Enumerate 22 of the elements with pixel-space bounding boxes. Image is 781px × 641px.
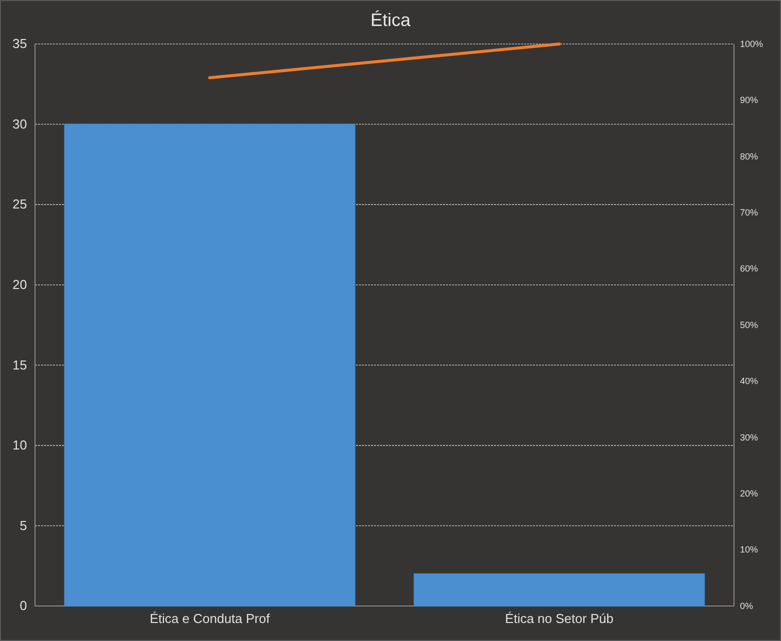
y2-tick-label: 30% xyxy=(740,432,758,442)
y2-tick-label: 60% xyxy=(740,264,758,274)
y2-tick-label: 0% xyxy=(740,600,754,611)
y-tick-label: 20 xyxy=(12,277,27,292)
y-tick-label: 35 xyxy=(12,36,27,52)
y-tick-label: 15 xyxy=(12,357,27,372)
y2-tick-label: 40% xyxy=(740,376,758,386)
x-tick-label: Ética no Setor Púb xyxy=(505,611,614,626)
y2-tick-label: 10% xyxy=(740,544,758,555)
y2-tick-label: 20% xyxy=(740,488,758,498)
y-tick-label: 0 xyxy=(20,598,27,614)
y2-tick-label: 80% xyxy=(740,151,758,162)
chart-title: Ética xyxy=(370,10,412,30)
y-tick-label: 10 xyxy=(12,438,27,453)
x-tick-label: Ética e Conduta Prof xyxy=(150,611,270,626)
y-tick-label: 5 xyxy=(20,518,27,533)
y2-tick-label: 50% xyxy=(740,320,758,330)
y2-tick-label: 90% xyxy=(740,95,758,106)
y2-tick-label: 100% xyxy=(740,38,764,49)
y-tick-label: 30 xyxy=(12,116,27,132)
y-tick-label: 25 xyxy=(12,196,27,212)
y2-tick-label: 70% xyxy=(740,207,758,218)
